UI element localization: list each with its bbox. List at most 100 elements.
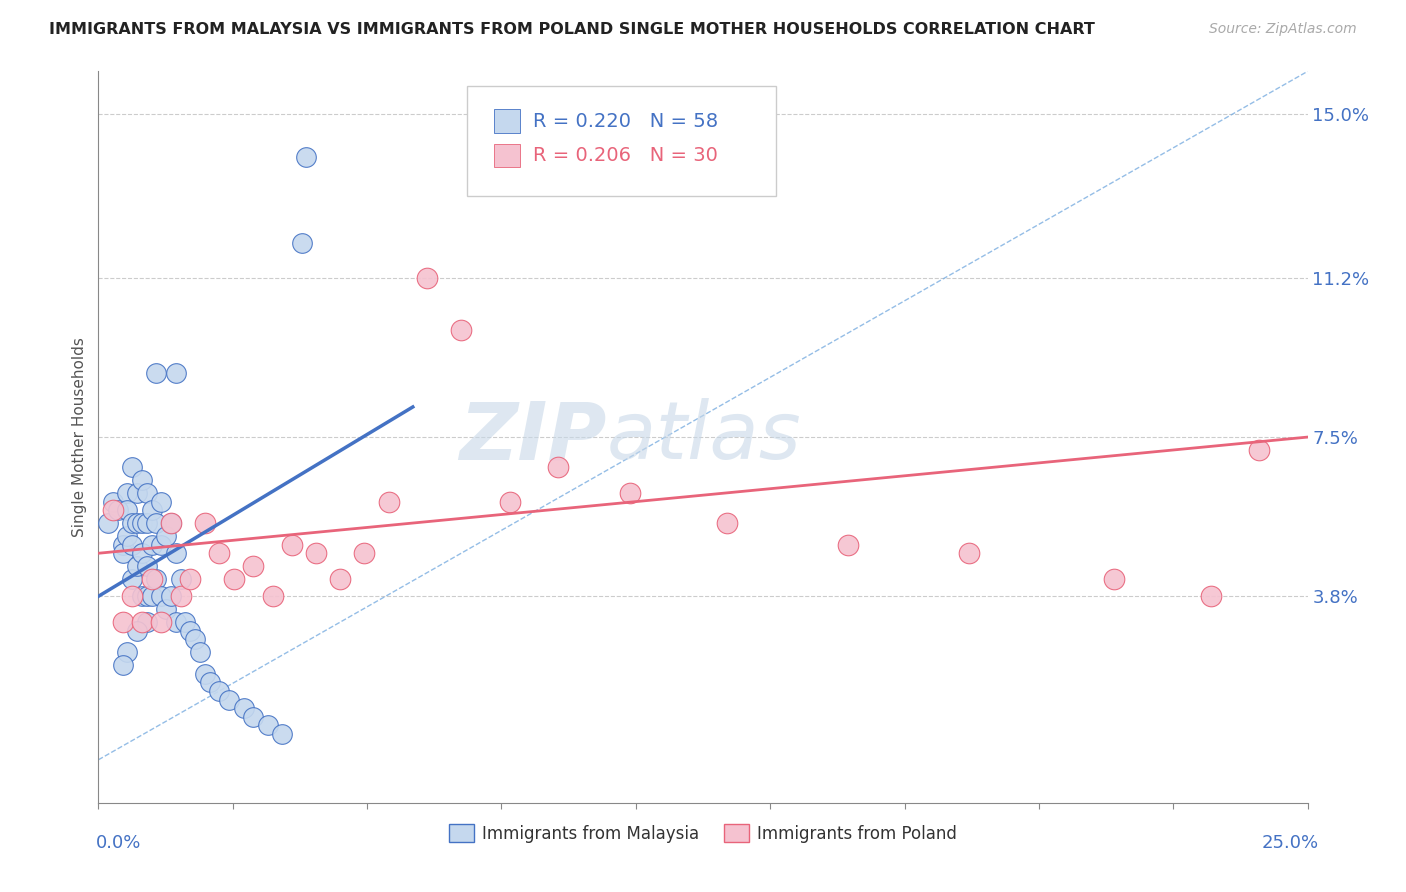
Point [135,516,157,530]
Point [281,538,304,552]
Point [131,546,153,560]
Point [329,572,352,586]
Legend: Immigrants from Malaysia, Immigrants from Poland: Immigrants from Malaysia, Immigrants fro… [441,818,965,849]
Point [145,572,167,586]
Point [169,589,191,603]
Point [117,529,139,543]
Point [135,589,157,603]
Point [160,516,183,530]
FancyBboxPatch shape [494,110,520,133]
Point [121,460,143,475]
Point [160,516,183,530]
Point [165,546,187,560]
Point [121,572,143,586]
Text: atlas: atlas [606,398,801,476]
Point [377,494,399,508]
Text: 0.0%: 0.0% [96,834,141,852]
Point [160,589,183,603]
Point [498,494,520,508]
Point [135,559,157,574]
Text: R = 0.206   N = 30: R = 0.206 N = 30 [533,146,717,165]
Point [101,503,124,517]
Point [117,645,139,659]
Point [208,546,231,560]
Point [619,486,641,500]
Point [131,473,153,487]
Point [184,632,207,647]
Y-axis label: Single Mother Households: Single Mother Households [72,337,87,537]
Point [121,516,143,530]
Point [179,624,201,638]
Point [150,615,173,629]
Point [121,589,143,603]
FancyBboxPatch shape [494,144,520,167]
Point [547,460,569,475]
Point [107,503,129,517]
Point [208,684,231,698]
Point [150,494,173,508]
Point [131,615,153,629]
Point [141,589,163,603]
Point [135,486,157,500]
Point [127,559,149,574]
Point [127,516,149,530]
Point [150,589,173,603]
Point [295,150,318,164]
Point [242,559,264,574]
Point [101,494,124,508]
Point [716,516,738,530]
Point [232,701,254,715]
Text: IMMIGRANTS FROM MALAYSIA VS IMMIGRANTS FROM POLAND SINGLE MOTHER HOUSEHOLDS CORR: IMMIGRANTS FROM MALAYSIA VS IMMIGRANTS F… [49,22,1095,37]
Point [305,546,328,560]
Point [353,546,375,560]
Point [165,615,187,629]
Text: ZIP: ZIP [458,398,606,476]
Point [131,516,153,530]
Point [155,602,177,616]
Point [127,624,149,638]
Point [194,666,217,681]
Point [256,718,278,732]
Point [218,692,240,706]
Point [165,366,187,380]
Point [97,516,120,530]
Point [117,503,139,517]
Point [141,572,163,586]
Point [141,538,163,552]
Point [450,322,472,336]
Point [145,366,167,380]
Point [271,727,294,741]
Point [169,572,191,586]
Point [837,538,859,552]
Text: 25.0%: 25.0% [1261,834,1319,852]
Point [111,546,134,560]
Point [121,538,143,552]
Point [117,486,139,500]
Point [1102,572,1125,586]
Point [262,589,284,603]
Text: R = 0.220   N = 58: R = 0.220 N = 58 [533,112,717,130]
Point [145,516,167,530]
Point [111,615,134,629]
Text: Source: ZipAtlas.com: Source: ZipAtlas.com [1209,22,1357,37]
Point [155,529,177,543]
Point [135,615,157,629]
Point [222,572,245,586]
Point [198,675,221,690]
Point [150,538,173,552]
Point [131,589,153,603]
Point [1249,442,1271,457]
Point [174,615,197,629]
Point [957,546,980,560]
Point [242,710,264,724]
Point [179,572,201,586]
Point [194,516,217,530]
Point [290,236,312,251]
Point [416,271,439,285]
Point [111,538,134,552]
Point [127,486,149,500]
FancyBboxPatch shape [467,86,776,195]
Point [188,645,211,659]
Point [1199,589,1222,603]
Point [141,503,163,517]
